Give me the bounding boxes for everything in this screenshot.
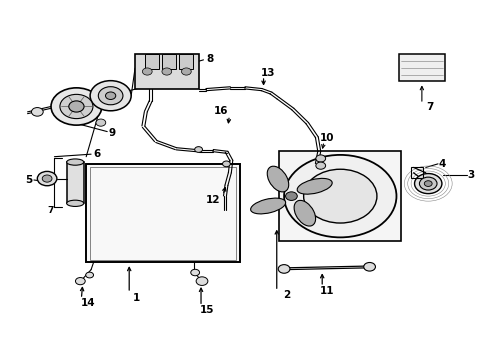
Text: 2: 2: [283, 291, 290, 301]
Circle shape: [143, 68, 152, 75]
Circle shape: [419, 177, 437, 190]
Text: 15: 15: [199, 305, 214, 315]
Circle shape: [162, 68, 172, 75]
Circle shape: [90, 81, 131, 111]
Circle shape: [284, 155, 396, 237]
Ellipse shape: [67, 159, 84, 165]
Text: 6: 6: [93, 149, 100, 159]
Bar: [279, 151, 401, 241]
Text: 10: 10: [320, 133, 334, 143]
Circle shape: [181, 68, 191, 75]
Circle shape: [424, 181, 432, 186]
Circle shape: [316, 155, 326, 162]
Text: 8: 8: [206, 54, 214, 64]
Bar: [162, 54, 175, 69]
Ellipse shape: [297, 179, 332, 194]
Circle shape: [415, 174, 442, 194]
Circle shape: [286, 192, 297, 201]
Ellipse shape: [67, 200, 84, 206]
Circle shape: [316, 162, 326, 169]
Circle shape: [37, 171, 57, 186]
Text: 13: 13: [261, 68, 276, 78]
Circle shape: [304, 169, 377, 223]
Circle shape: [364, 262, 375, 271]
Circle shape: [196, 277, 208, 285]
Circle shape: [195, 147, 202, 152]
Circle shape: [51, 88, 102, 125]
Text: 1: 1: [133, 293, 140, 303]
Circle shape: [86, 272, 94, 278]
Circle shape: [98, 87, 123, 105]
Circle shape: [75, 278, 85, 285]
Circle shape: [278, 265, 290, 273]
Bar: [179, 54, 193, 69]
Circle shape: [31, 108, 43, 116]
Bar: [135, 54, 198, 89]
Bar: [90, 167, 236, 260]
Ellipse shape: [294, 201, 316, 226]
Circle shape: [222, 161, 230, 167]
Text: 16: 16: [214, 106, 229, 116]
Text: 12: 12: [206, 195, 220, 205]
Text: 3: 3: [467, 170, 474, 180]
Circle shape: [60, 94, 93, 118]
Text: 14: 14: [80, 298, 95, 308]
Circle shape: [69, 101, 84, 112]
Circle shape: [42, 175, 52, 182]
Text: 4: 4: [438, 159, 445, 169]
Bar: [411, 167, 423, 178]
Bar: [86, 164, 240, 262]
Ellipse shape: [267, 166, 289, 192]
Ellipse shape: [251, 198, 286, 214]
Text: 9: 9: [109, 128, 116, 138]
Circle shape: [96, 119, 106, 126]
Text: 5: 5: [25, 175, 33, 185]
Text: 7: 7: [48, 206, 54, 215]
Bar: [145, 54, 159, 69]
Text: 11: 11: [320, 286, 334, 296]
Circle shape: [191, 269, 199, 276]
Bar: [399, 54, 445, 81]
Circle shape: [105, 92, 116, 99]
Bar: [67, 162, 84, 203]
Text: 7: 7: [426, 102, 433, 112]
